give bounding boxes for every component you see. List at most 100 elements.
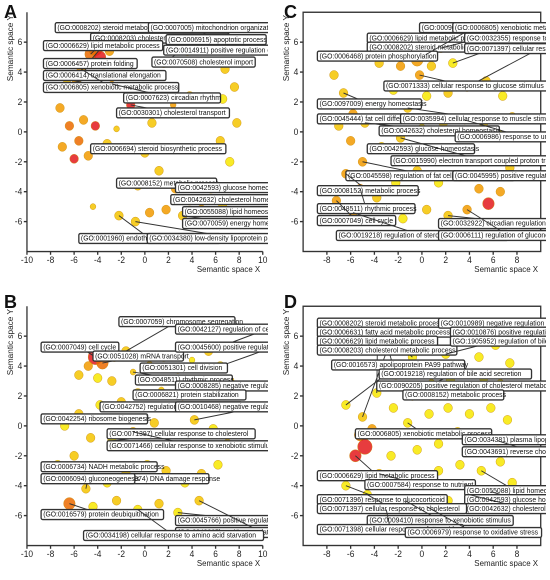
go-term-label: (GO:0010989) negative regulation of low-… <box>441 320 546 327</box>
go-term-label: (GO:0015990) electron transport coupled … <box>393 158 546 165</box>
data-point <box>74 136 84 146</box>
go-term-label: (GO:0071397) cellular response to choles… <box>467 46 546 53</box>
data-point <box>482 197 495 210</box>
go-term-label-box <box>132 389 247 401</box>
x-tick-label: 4 <box>467 549 472 559</box>
go-term-label: (GO:0010468) negative regulation of gene… <box>178 404 268 411</box>
data-point <box>455 460 465 470</box>
y-tick-label: -2 <box>15 451 23 461</box>
go-term-label-box <box>42 69 167 82</box>
x-tick-label: 2 <box>166 255 171 265</box>
go-term-label: (GO:0034381) plasma lipoprotein particle… <box>464 437 546 444</box>
x-tick-label: -6 <box>347 255 355 265</box>
x-tick-label: -6 <box>347 549 355 559</box>
x-tick-label: 2 <box>443 255 448 265</box>
y-axis-label: Semantic space Y <box>6 308 15 375</box>
go-term-label: (GO:0006805) xenobiotic metabolic proces… <box>455 25 546 32</box>
go-term-label-box <box>404 526 543 539</box>
data-point <box>495 457 505 467</box>
go-term-label: (GO:0051301) cell division <box>142 365 222 372</box>
y-tick-label: 0 <box>18 421 23 431</box>
go-term-label: (GO:0071396) response to glucocorticoid <box>319 497 444 504</box>
go-term-label: (GO:0034380) low-density lipoprotein par… <box>149 236 268 243</box>
go-term-label: (GO:0071397) cellular response to choles… <box>109 431 248 438</box>
data-point <box>424 409 434 419</box>
panel-letter: B <box>4 292 17 312</box>
go-term-label: (GO:0042593) glucose homeostasis <box>369 146 479 153</box>
go-term-label: (GO:0097009) energy homeostasis <box>319 101 427 108</box>
go-term-label: (GO:0042593) glucose homeostasis <box>467 497 546 504</box>
x-tick-label: 8 <box>237 549 242 559</box>
panel-letter: C <box>284 2 297 22</box>
go-term-label: (GO:0071397) cellular response to choles… <box>319 506 460 513</box>
y-tick-label: -2 <box>15 157 23 167</box>
x-tick-label: 8 <box>515 255 520 265</box>
data-point <box>474 183 484 194</box>
go-term-label: (GO:0006468) protein phosphorylation <box>319 53 436 60</box>
go-term-label: (GO:0042127) regulation of cell populati… <box>178 326 268 333</box>
go-term-label-box <box>82 529 265 542</box>
go-term-label-box <box>437 229 546 242</box>
y-tick-label: 0 <box>294 127 299 137</box>
go-term-label: (GO:0071398) cellular response to fatty … <box>319 527 454 534</box>
x-tick-label: 2 <box>443 549 448 559</box>
go-term-label: (GO:0042632) cholesterol homeostasis <box>381 128 501 135</box>
data-point <box>422 204 432 215</box>
data-point <box>329 70 339 80</box>
go-term-label: (GO:0070508) cholesterol import <box>154 59 253 66</box>
data-point <box>55 103 65 113</box>
x-axis-label: Semantic space X <box>197 265 261 274</box>
go-term-label-box <box>174 182 268 194</box>
data-point <box>505 358 515 368</box>
data-point <box>90 121 100 131</box>
data-point <box>386 451 396 461</box>
go-term-label-box <box>181 205 268 218</box>
go-term-label: (GO:0045600) positive regulation of fat … <box>178 344 268 351</box>
y-tick-label: 4 <box>294 67 299 77</box>
x-tick-label: 10 <box>258 549 268 559</box>
go-term-label-box <box>139 362 229 374</box>
data-point <box>357 157 368 167</box>
go-term-label-box <box>437 317 546 329</box>
go-term-label-box <box>399 113 546 125</box>
go-term-label: (GO:0006974) DNA damage response <box>105 476 221 483</box>
go-term-label-box <box>378 368 533 380</box>
y-tick-label: 2 <box>294 97 299 107</box>
data-point <box>412 445 422 455</box>
go-term-label-box <box>42 39 164 52</box>
go-term-label-box <box>181 217 268 230</box>
go-term-label-box <box>316 502 468 515</box>
go-term-label: (GO:0043691) reverse cholesterol transpo… <box>464 449 546 456</box>
go-term-label-box <box>174 323 268 335</box>
go-term-label: (GO:0090205) positive regulation of chol… <box>379 383 546 390</box>
data-point <box>474 352 484 362</box>
data-point <box>398 213 408 224</box>
go-term-label: (GO:0008203) cholesterol metabolic proce… <box>319 347 456 354</box>
go-term-label: (GO:0006805) xenobiotic metabolic proces… <box>46 85 179 92</box>
data-point <box>229 82 239 92</box>
go-term-label: (GO:0014911) positive regulation of smoo… <box>166 47 268 54</box>
go-term-label-box <box>402 389 505 401</box>
x-tick-label: -2 <box>394 255 402 265</box>
data-point <box>114 210 124 221</box>
panel-c: C -8 -6 -4 -2 0 2 4 6 8 -6 -4 -2 0 2 4 6 Semantic space … <box>278 0 550 285</box>
y-tick-label: 2 <box>18 391 23 401</box>
go-term-label: (GO:0006629) lipid metabolic process <box>319 338 435 345</box>
y-tick-label: 6 <box>294 331 299 341</box>
data-point <box>86 433 96 443</box>
y-tick-label: -6 <box>15 510 23 520</box>
data-point <box>107 376 117 386</box>
x-tick-label: -8 <box>323 549 331 559</box>
x-tick-label: -8 <box>323 255 331 265</box>
go-term-label: (GO:0048511) rhythmic process <box>319 206 417 213</box>
y-axis-label: Semantic space Y <box>6 14 15 81</box>
go-term-label: (GO:0010876) positive regulation of chol… <box>453 329 546 336</box>
go-term-label-box <box>316 185 419 197</box>
x-tick-label: 4 <box>467 255 472 265</box>
go-term-label-box <box>40 508 165 521</box>
go-term-label-box <box>40 341 120 353</box>
